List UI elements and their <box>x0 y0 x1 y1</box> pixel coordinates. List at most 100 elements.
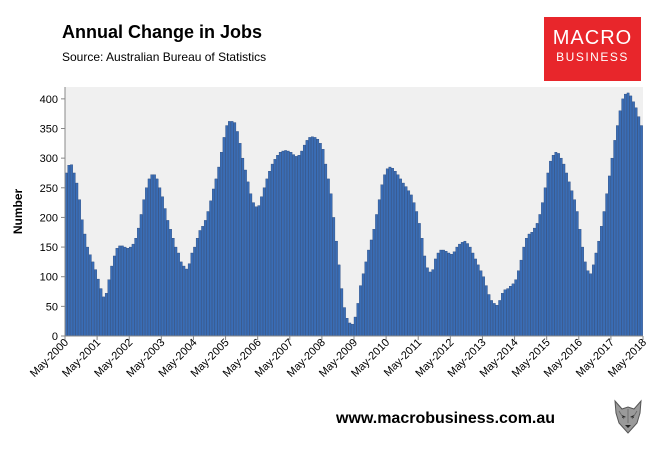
bar <box>640 125 643 337</box>
bar <box>297 155 301 337</box>
bar <box>554 152 558 337</box>
bar <box>541 202 544 337</box>
bar <box>214 178 218 337</box>
bar <box>321 149 325 337</box>
bar <box>131 243 135 337</box>
bar <box>104 293 108 337</box>
bar <box>345 318 349 337</box>
bar <box>118 245 122 337</box>
bar <box>134 238 138 337</box>
bar <box>155 178 159 337</box>
bar <box>559 157 563 337</box>
bar <box>581 246 584 337</box>
y-tick-label: 250 <box>40 183 58 195</box>
bar <box>260 196 263 337</box>
bar <box>533 227 536 337</box>
bar <box>88 254 92 337</box>
bar <box>327 178 330 337</box>
y-tick-label: 50 <box>46 301 58 313</box>
bar <box>72 172 76 337</box>
bar <box>302 144 306 337</box>
bar <box>410 194 413 337</box>
bar <box>67 165 71 337</box>
bar <box>166 220 170 337</box>
chart-title: Annual Change in Jobs <box>62 22 263 42</box>
bar <box>102 296 105 337</box>
bar <box>407 190 411 337</box>
bar <box>249 193 253 337</box>
bar <box>190 252 194 337</box>
bar <box>487 294 491 337</box>
bar <box>484 285 488 337</box>
bar <box>206 211 210 337</box>
bar <box>356 303 360 337</box>
bar <box>121 245 124 337</box>
bar <box>332 217 336 337</box>
bar <box>399 178 402 337</box>
bar <box>278 152 282 337</box>
bar <box>506 288 510 337</box>
bar <box>99 288 103 337</box>
bar <box>163 208 167 337</box>
bar <box>600 226 603 337</box>
bar <box>597 240 601 337</box>
chart-subtitle: Source: Australian Bureau of Statistics <box>62 50 267 64</box>
bar <box>319 143 322 337</box>
bar <box>404 186 408 337</box>
bar <box>86 246 89 337</box>
footer-url: www.macrobusiness.com.au <box>336 410 556 427</box>
bar <box>236 131 239 337</box>
bar <box>557 153 560 337</box>
bar <box>201 226 204 337</box>
bar <box>195 238 199 337</box>
bar <box>586 270 590 337</box>
y-tick-label: 0 <box>52 331 58 343</box>
y-tick-label: 200 <box>40 212 58 224</box>
bar <box>527 233 531 337</box>
bar <box>329 193 333 337</box>
bar <box>257 205 261 337</box>
bar <box>270 163 274 337</box>
bar <box>380 184 384 337</box>
bar <box>511 283 515 337</box>
bar <box>450 254 453 337</box>
bar <box>364 261 368 337</box>
bar <box>610 157 614 337</box>
bar <box>442 249 445 337</box>
bar <box>78 199 81 337</box>
bar <box>80 219 84 337</box>
bar <box>305 140 309 337</box>
bar <box>551 155 555 337</box>
bar <box>605 193 609 337</box>
bar <box>624 93 627 337</box>
bar <box>225 125 229 337</box>
bar <box>107 279 111 337</box>
bar <box>613 140 617 337</box>
bar <box>436 252 440 337</box>
bar <box>439 249 443 337</box>
bar <box>91 261 95 337</box>
bar <box>509 286 512 337</box>
bar <box>546 172 550 337</box>
bar <box>294 156 298 337</box>
bar <box>276 155 279 337</box>
bar <box>474 258 477 337</box>
bar <box>126 248 130 337</box>
bar <box>503 289 507 337</box>
bar <box>391 168 394 337</box>
bar <box>94 269 97 337</box>
bar <box>289 152 293 337</box>
bar <box>359 285 362 337</box>
bar <box>313 137 317 337</box>
bar <box>112 255 116 337</box>
bar <box>115 248 119 337</box>
bar <box>535 223 539 337</box>
wolf-icon <box>611 395 645 435</box>
bar <box>238 143 242 337</box>
bar <box>254 206 258 337</box>
bar <box>562 163 566 337</box>
bar <box>466 243 469 337</box>
bar <box>209 200 213 337</box>
bar <box>198 230 202 337</box>
bar <box>369 239 373 337</box>
